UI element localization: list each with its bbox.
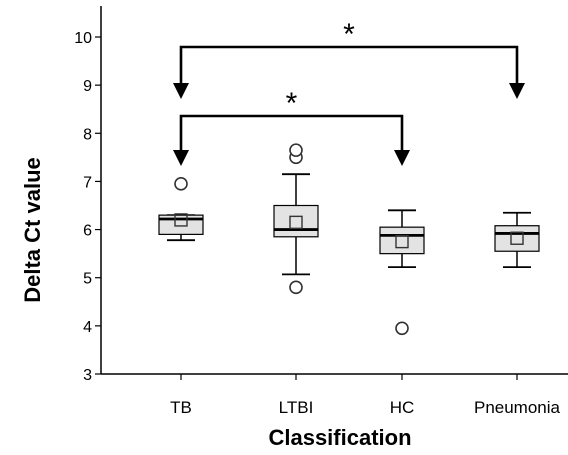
iqr-box — [494, 225, 540, 252]
outlier-point — [174, 177, 188, 191]
iqr-box — [379, 226, 425, 255]
arrowhead — [173, 83, 189, 99]
y-tick-label: 9 — [83, 78, 92, 95]
x-tick-label: LTBI — [279, 398, 314, 417]
y-axis-title: Delta Ct value — [20, 157, 45, 303]
y-tick-label: 6 — [83, 223, 92, 240]
arrowhead — [173, 150, 189, 166]
y-tick-label: 5 — [83, 271, 92, 288]
y-tick-label: 8 — [83, 126, 92, 143]
x-tick-label: HC — [390, 398, 415, 417]
box-hc — [379, 209, 425, 336]
x-tick-label: TB — [170, 398, 192, 417]
outlier-point — [289, 280, 303, 295]
y-tick-label: 7 — [83, 174, 92, 191]
mean-marker — [395, 234, 409, 249]
iqr-box — [273, 204, 319, 238]
mean-marker — [289, 215, 303, 230]
y-tick-label: 10 — [74, 30, 92, 47]
outlier-point — [289, 143, 303, 157]
bracket-line — [179, 45, 519, 85]
boxes — [158, 143, 540, 336]
x-tick-label: Pneumonia — [474, 398, 561, 417]
x-axis-title: Classification — [268, 425, 411, 450]
bracket-line — [179, 114, 404, 152]
significance-label: * — [343, 18, 355, 51]
significance-bracket: * — [173, 18, 525, 99]
mean-marker — [174, 213, 188, 227]
axes — [100, 6, 568, 375]
mean-marker — [510, 231, 524, 245]
box-ltbi — [273, 143, 319, 295]
outlier-point — [395, 321, 409, 336]
arrowhead — [394, 150, 410, 166]
y-tick-label: 3 — [83, 367, 92, 384]
significance-brackets: ** — [173, 18, 525, 166]
x-tick-labels: TB LTBI HC Pneumonia — [170, 374, 561, 417]
arrowhead — [509, 83, 525, 99]
significance-label: * — [286, 87, 298, 120]
significance-bracket: * — [173, 87, 410, 166]
y-tick-label: 4 — [83, 319, 92, 336]
y-ticks: 3 4 5 6 7 8 9 10 — [74, 30, 101, 384]
box-tb — [158, 177, 204, 242]
box-pneumonia — [494, 211, 540, 269]
